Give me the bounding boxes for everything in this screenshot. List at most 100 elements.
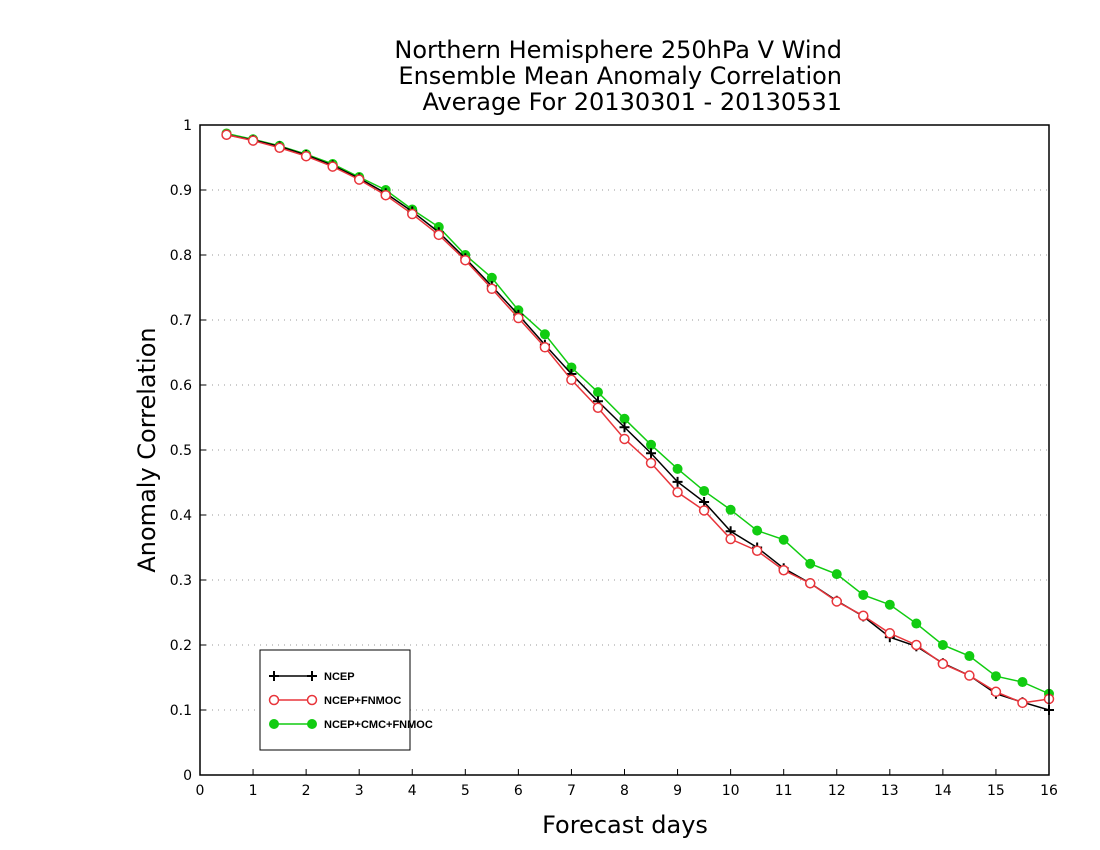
x-tick-label: 7 [567, 783, 576, 799]
title-line-3: Average For 20130301 - 20130531 [422, 88, 842, 116]
data-point-ncep-fnmoc [433, 229, 445, 241]
x-tick-label: 13 [881, 783, 899, 799]
y-tick-label: 0.1 [170, 703, 192, 719]
data-point-ncep-fnmoc [964, 670, 975, 681]
x-tick-label: 1 [249, 783, 258, 799]
data-point-ncep-cmc-fnmoc [1017, 677, 1028, 688]
series-ncep-fnmoc [221, 129, 1055, 709]
series-line-ncep [226, 134, 1050, 711]
x-tick-label: 0 [196, 783, 205, 799]
legend-marker [268, 694, 280, 706]
data-point-ncep [646, 448, 657, 459]
series-line-ncep-fnmoc [226, 134, 1050, 704]
x-tick-label: 3 [355, 783, 364, 799]
data-point-ncep-fnmoc [327, 161, 338, 172]
y-axis-title: Anomaly Correlation [133, 327, 161, 572]
data-point-ncep [672, 476, 683, 487]
legend-marker [269, 719, 279, 729]
data-point-ncep-fnmoc [221, 129, 232, 140]
data-point-ncep-fnmoc [619, 433, 630, 445]
data-point-ncep-fnmoc [300, 150, 312, 162]
data-point-ncep-cmc-fnmoc [539, 329, 550, 340]
data-point-ncep-fnmoc [672, 487, 683, 498]
title-line-2: Ensemble Mean Anomaly Correlation [398, 62, 842, 90]
legend-marker [269, 671, 279, 681]
x-tick-label: 16 [1040, 783, 1058, 799]
legend-label: NCEP+CMC+FNMOC [324, 719, 433, 731]
data-point-ncep-cmc-fnmoc [884, 599, 895, 610]
y-tick-label: 0 [183, 768, 192, 784]
data-point-ncep-cmc-fnmoc [672, 463, 683, 474]
data-point-ncep-cmc-fnmoc [646, 439, 657, 450]
y-tick-label: 0.8 [170, 248, 192, 264]
y-tick-label: 0.3 [170, 573, 192, 589]
data-point-ncep-cmc-fnmoc [752, 525, 763, 536]
data-point-ncep-fnmoc [858, 610, 869, 621]
x-tick-label: 6 [514, 783, 523, 799]
data-point-ncep [619, 422, 630, 433]
data-point-ncep-fnmoc [274, 142, 285, 153]
y-tick-label: 0.9 [170, 183, 192, 199]
data-point-ncep-fnmoc [539, 342, 551, 353]
title-line-1: Northern Hemisphere 250hPa V Wind [394, 36, 842, 64]
data-point-ncep-fnmoc [751, 545, 763, 556]
data-point-ncep-fnmoc [911, 639, 922, 651]
data-point-ncep-cmc-fnmoc [831, 569, 842, 580]
x-tick-label: 11 [775, 783, 793, 799]
data-point-ncep-cmc-fnmoc [725, 504, 736, 515]
legend-item-ncep-cmc-fnmoc: NCEP+CMC+FNMOC [269, 719, 433, 731]
data-point-ncep-fnmoc [460, 254, 471, 266]
chart-title: Northern Hemisphere 250hPa V Wind Ensemb… [394, 36, 842, 116]
data-point-ncep-cmc-fnmoc [937, 640, 948, 650]
series-ncep [221, 129, 1054, 715]
legend-label: NCEP+FNMOC [324, 695, 401, 707]
legend-label: NCEP [324, 671, 355, 683]
data-point-ncep-fnmoc [247, 135, 259, 146]
data-point-ncep-fnmoc [592, 402, 604, 413]
x-axis-title: Forecast days [542, 811, 708, 839]
data-point-ncep-fnmoc [380, 189, 391, 201]
data-point-ncep-fnmoc [407, 208, 418, 220]
x-tick-label: 9 [673, 783, 682, 799]
data-point-ncep-fnmoc [778, 565, 789, 576]
gridlines [200, 189, 1049, 711]
data-point-ncep-cmc-fnmoc [990, 671, 1001, 682]
y-tick-label: 0.5 [170, 443, 192, 459]
legend: NCEP NCEP+FNMOC NCEP+CMC+FNMOC [259, 649, 433, 751]
data-point-ncep-fnmoc [937, 658, 949, 670]
data-point-ncep-fnmoc [804, 578, 816, 589]
x-tick-label: 12 [828, 783, 846, 799]
data-point-ncep-fnmoc [698, 505, 710, 516]
data-point-ncep-fnmoc [831, 596, 842, 607]
data-point-ncep-fnmoc [645, 457, 657, 469]
x-tick-label: 2 [302, 783, 311, 799]
data-point-ncep-fnmoc [725, 533, 736, 545]
data-point-ncep-cmc-fnmoc [699, 485, 710, 496]
y-tick-label: 0.4 [170, 508, 192, 524]
series-ncep-cmc-fnmoc [221, 128, 1054, 699]
data-point-ncep-fnmoc [486, 283, 498, 295]
data-point-ncep-fnmoc [990, 686, 1002, 698]
data-point-ncep-fnmoc [513, 312, 524, 324]
legend-item-ncep: NCEP [269, 671, 355, 683]
x-tick-label: 8 [620, 783, 629, 799]
legend-marker [307, 719, 317, 729]
legend-marker [306, 694, 318, 706]
data-point-ncep-cmc-fnmoc [805, 558, 816, 569]
data-point-ncep-cmc-fnmoc [592, 387, 603, 398]
x-tick-label: 10 [722, 783, 740, 799]
series-layer [221, 128, 1055, 715]
data-point-ncep-cmc-fnmoc [964, 651, 975, 662]
x-tick-label: 5 [461, 783, 470, 799]
data-point-ncep-fnmoc [1017, 697, 1028, 709]
data-point-ncep-cmc-fnmoc [619, 413, 630, 424]
y-tick-label: 0.2 [170, 638, 192, 654]
data-point-ncep-cmc-fnmoc [858, 589, 869, 600]
data-point-ncep-cmc-fnmoc [911, 618, 922, 629]
y-tick-label: 0.6 [170, 378, 192, 394]
x-tick-label: 14 [934, 783, 952, 799]
data-point-ncep-fnmoc [353, 174, 365, 185]
y-tick-label: 0.7 [170, 313, 192, 329]
y-tick-label: 1 [183, 118, 192, 134]
